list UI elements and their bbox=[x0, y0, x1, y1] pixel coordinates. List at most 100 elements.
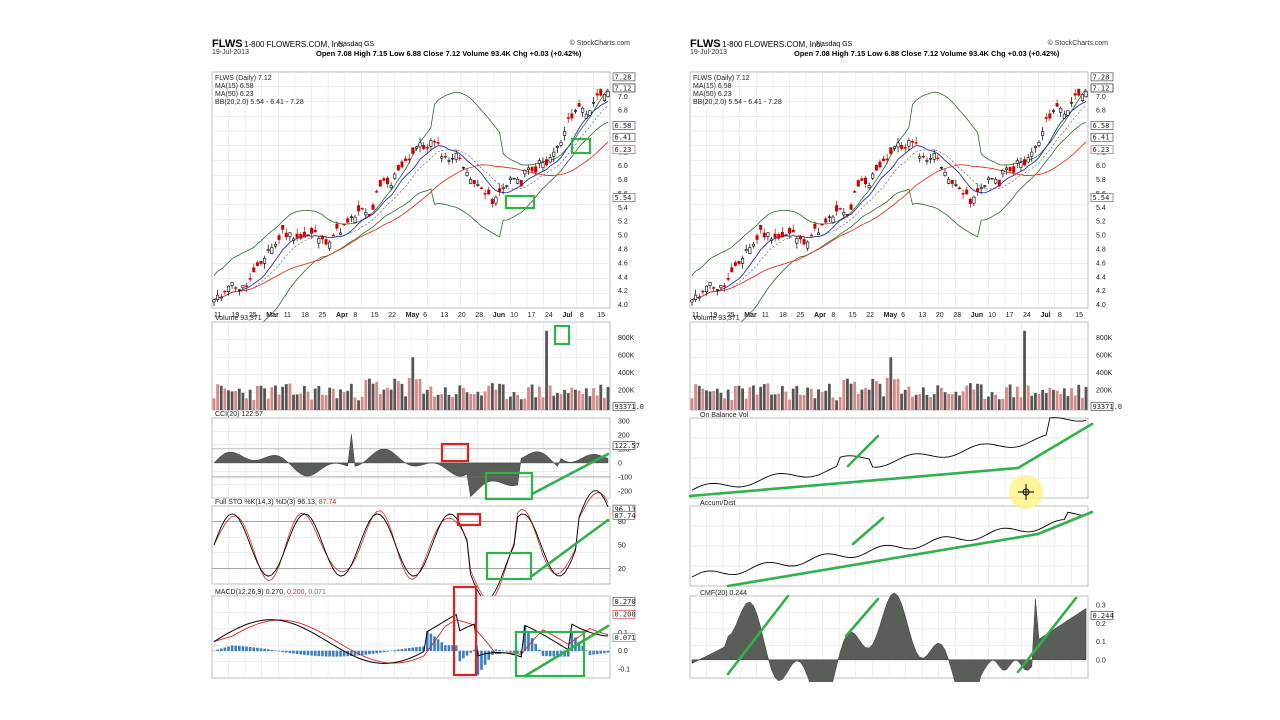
candle-body bbox=[838, 208, 842, 210]
candle-body bbox=[730, 267, 734, 273]
chart-header: FLWS 1-800 FLOWERS.COM, Inc. Nasdaq GS ©… bbox=[212, 36, 648, 72]
y-tick-label: 4.0 bbox=[1096, 302, 1106, 309]
volume-bar bbox=[809, 388, 813, 410]
volume-bar bbox=[458, 385, 462, 410]
volume-bar bbox=[588, 396, 592, 410]
x-tick-label: 18 bbox=[301, 312, 309, 319]
candle-body bbox=[864, 177, 868, 185]
macd-hist-bar bbox=[303, 650, 306, 655]
candle-body bbox=[349, 216, 353, 218]
x-tick-label: 24 bbox=[1023, 312, 1031, 319]
volume-bar bbox=[1052, 389, 1055, 410]
volume-bar bbox=[838, 397, 842, 410]
macd-hist-bar bbox=[487, 650, 491, 660]
x-tick-label: 22 bbox=[388, 312, 396, 319]
macd-hist-bar bbox=[498, 649, 501, 652]
macd-hist-bar bbox=[378, 650, 382, 653]
candle-body bbox=[241, 285, 245, 289]
macd-hist-bar bbox=[534, 643, 538, 652]
volume-bar bbox=[234, 391, 238, 410]
volume-bar bbox=[987, 396, 990, 410]
volume-bar bbox=[563, 389, 567, 410]
volume-bar bbox=[393, 378, 397, 410]
y-tick-label: 5.0 bbox=[618, 233, 628, 240]
value-tag-box bbox=[612, 83, 636, 93]
volume-bar bbox=[364, 379, 368, 410]
volume-bar bbox=[871, 378, 875, 410]
annotation-box-green bbox=[570, 137, 592, 155]
volume-bar bbox=[907, 386, 911, 410]
candle-body bbox=[490, 198, 494, 205]
volume-bar bbox=[219, 385, 223, 410]
volume-bar bbox=[780, 386, 784, 410]
candle-body bbox=[306, 234, 310, 237]
macd-hist-bar bbox=[436, 639, 440, 652]
volume-bar bbox=[270, 387, 274, 410]
candle-body bbox=[1055, 103, 1059, 107]
macd-hist-bar bbox=[212, 650, 216, 652]
macd-hist-bar bbox=[223, 647, 227, 652]
candle-body bbox=[353, 216, 357, 223]
candle-body bbox=[755, 235, 759, 240]
y-tick-label: 80 bbox=[618, 519, 626, 526]
candle-body bbox=[990, 177, 994, 180]
volume-bar bbox=[1015, 386, 1019, 410]
volume-bar bbox=[378, 393, 382, 410]
trend-line-green bbox=[844, 597, 880, 638]
candle-body bbox=[1062, 113, 1066, 119]
x-tick-label: 25 bbox=[727, 312, 735, 319]
volume-bar bbox=[846, 378, 849, 410]
y-tick-label: 800K bbox=[1096, 335, 1113, 342]
macd-hist-bar bbox=[595, 650, 599, 655]
candle-body bbox=[360, 208, 364, 210]
cursor-crosshair bbox=[1022, 488, 1030, 496]
macd-hist-bar bbox=[277, 650, 281, 652]
volume-bar bbox=[726, 389, 730, 410]
candle-body bbox=[216, 294, 220, 300]
candle-body bbox=[892, 146, 896, 149]
volume-bar bbox=[893, 379, 896, 410]
y-tick-label: 5.8 bbox=[1096, 177, 1106, 184]
candle-body bbox=[519, 179, 523, 187]
candle-body bbox=[741, 258, 745, 264]
volume-bar bbox=[965, 385, 969, 410]
candle-body bbox=[469, 179, 473, 184]
volume-bar bbox=[961, 391, 965, 410]
candle-body bbox=[487, 189, 491, 195]
volume-bar bbox=[527, 387, 530, 410]
candle-body bbox=[523, 170, 527, 175]
volume-bar bbox=[465, 392, 469, 410]
candle-body bbox=[907, 140, 911, 147]
macd-hist-bar bbox=[281, 650, 284, 652]
y-tick-label: 400K bbox=[1096, 370, 1113, 377]
volume-bar bbox=[997, 399, 1001, 410]
date: 19-Jul-2013 bbox=[212, 49, 249, 56]
volume-bar bbox=[737, 385, 741, 410]
volume-bar bbox=[911, 396, 914, 410]
value-tag-box bbox=[612, 121, 636, 130]
macd-hist-bar bbox=[400, 649, 404, 652]
candle-body bbox=[479, 187, 483, 190]
candle-body bbox=[292, 238, 296, 241]
candle-body bbox=[1084, 90, 1088, 98]
candle-body bbox=[588, 110, 592, 116]
bb-middle-line bbox=[213, 105, 609, 301]
volume-bar bbox=[223, 388, 227, 410]
volume-bar bbox=[310, 399, 313, 410]
macd-hist-bar bbox=[592, 650, 595, 655]
volume-bar bbox=[1041, 389, 1045, 410]
candle-body bbox=[541, 162, 545, 168]
legend-ma15: MA(15) 6.58 bbox=[693, 83, 732, 90]
volume-bar bbox=[266, 398, 270, 410]
x-tick-label: 10 bbox=[988, 312, 996, 319]
volume-bar bbox=[248, 389, 252, 410]
volume-bar bbox=[498, 383, 501, 410]
macd-hist-bar bbox=[375, 650, 378, 654]
candle-body bbox=[371, 204, 375, 210]
candle-body bbox=[277, 235, 281, 240]
macd-hist-bar bbox=[368, 650, 371, 655]
volume-bar bbox=[436, 394, 440, 410]
volume-bar bbox=[313, 388, 317, 410]
macd-hist-bar bbox=[234, 645, 237, 652]
volume-bar bbox=[530, 384, 534, 410]
